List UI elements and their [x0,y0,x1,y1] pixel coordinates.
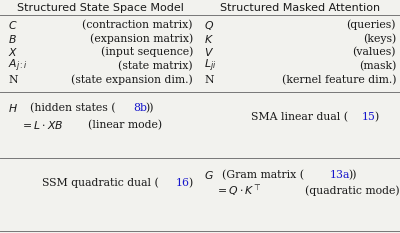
Text: $Q$: $Q$ [204,18,214,31]
Text: 13a: 13a [330,170,350,180]
Text: (state expansion dim.): (state expansion dim.) [71,75,193,85]
Text: ): ) [188,178,192,188]
Text: 15: 15 [362,112,376,122]
Text: $B$: $B$ [8,33,17,45]
Text: )): )) [348,170,356,180]
Text: (input sequence): (input sequence) [101,47,193,57]
Text: $H$: $H$ [8,102,18,114]
Text: $= L \cdot XB$: $= L \cdot XB$ [20,119,63,131]
Text: (expansion matrix): (expansion matrix) [90,34,193,44]
Text: $= Q \cdot K^\top$: $= Q \cdot K^\top$ [215,184,262,199]
Text: (quadratic mode): (quadratic mode) [305,186,400,196]
Text: $V$: $V$ [204,46,214,58]
Text: $A_{j:i}$: $A_{j:i}$ [8,58,28,74]
Text: (kernel feature dim.): (kernel feature dim.) [282,75,396,85]
Text: (values): (values) [352,47,396,57]
Text: (Gram matrix (: (Gram matrix ( [222,170,304,180]
Text: $C$: $C$ [8,19,18,31]
Text: (linear mode): (linear mode) [88,120,162,130]
Text: (hidden states (: (hidden states ( [30,103,116,113]
Text: (keys): (keys) [363,34,396,44]
Text: $X$: $X$ [8,46,18,58]
Text: 16: 16 [176,178,190,188]
Text: (state matrix): (state matrix) [118,61,193,71]
Text: (queries): (queries) [346,20,396,30]
Text: SSM quadratic dual (: SSM quadratic dual ( [42,178,158,188]
Text: $K$: $K$ [204,33,214,45]
Text: )): )) [145,103,154,113]
Text: (mask): (mask) [359,61,396,71]
Text: Structured State Space Model: Structured State Space Model [16,3,184,13]
Text: (contraction matrix): (contraction matrix) [82,20,193,30]
Text: 8b: 8b [133,103,147,113]
Text: $G$: $G$ [204,169,214,181]
Text: Structured Masked Attention: Structured Masked Attention [220,3,380,13]
Text: N: N [8,75,18,85]
Text: SMA linear dual (: SMA linear dual ( [252,112,348,122]
Text: ): ) [374,112,378,122]
Text: N: N [204,75,214,85]
Text: $L_{ji}$: $L_{ji}$ [204,58,216,74]
